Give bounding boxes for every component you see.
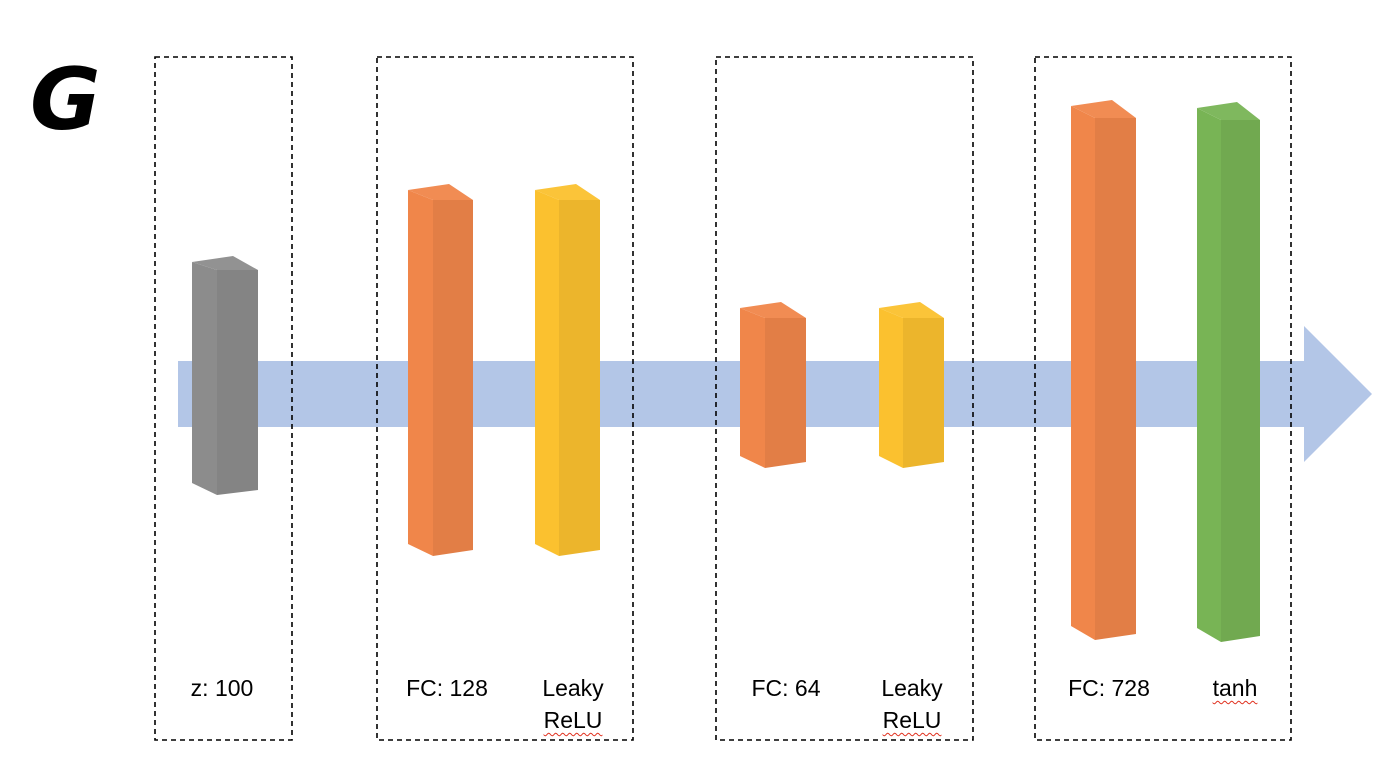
layer-block-fc128 xyxy=(408,184,473,556)
label-leaky-relu-2: Leaky ReLU xyxy=(881,675,943,733)
group-box-fc128 xyxy=(376,56,634,741)
group-box-input xyxy=(154,56,293,741)
label-fc64: FC: 64 xyxy=(751,675,821,701)
layer-block-leaky-relu-2 xyxy=(879,302,944,468)
label-leaky-relu-1: Leaky ReLU xyxy=(542,675,604,733)
group-box-fc728 xyxy=(1034,56,1292,741)
label-z100: z: 100 xyxy=(190,675,254,701)
layer-block-tanh xyxy=(1197,102,1260,642)
label-tanh: tanh xyxy=(1212,675,1258,701)
layer-block-fc728 xyxy=(1071,100,1136,640)
label-fc728: FC: 728 xyxy=(1068,675,1150,701)
diagram-title: G xyxy=(30,50,101,150)
label-fc128: FC: 128 xyxy=(406,675,488,701)
layer-block-leaky-relu-1 xyxy=(535,184,600,556)
layer-block-z100 xyxy=(192,256,258,495)
layer-block-fc64 xyxy=(740,302,806,468)
group-box-fc64 xyxy=(715,56,974,741)
